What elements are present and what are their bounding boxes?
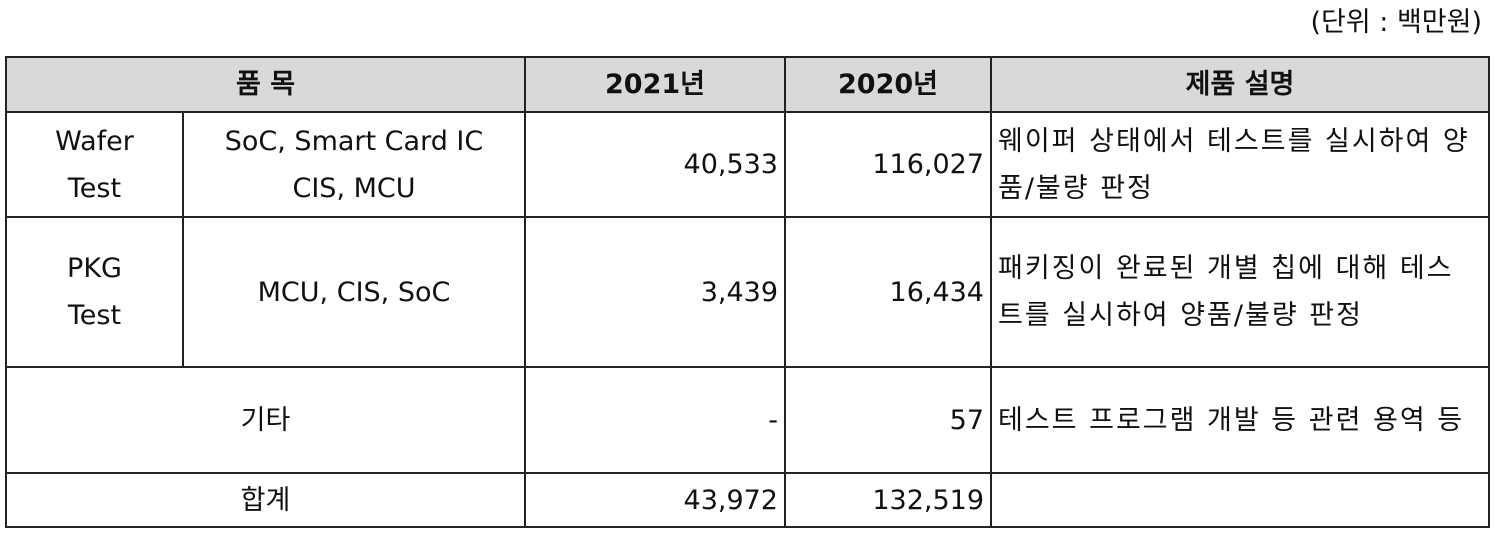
text: Test	[67, 300, 122, 331]
items-cell: SoC, Smart Card IC CIS, MCU	[182, 111, 526, 218]
header-row: 품 목 2021년 2020년 제품 설명	[5, 56, 1490, 113]
text: CIS, MCU	[292, 172, 416, 204]
value-cell: -	[524, 366, 786, 474]
text: PKG	[67, 253, 122, 284]
product-table: 품 목 2021년 2020년 제품 설명 Wafer Test SoC, Sma…	[5, 56, 1490, 528]
header-cell: 제품 설명	[990, 56, 1490, 113]
value-cell: 116,027	[784, 111, 992, 218]
text: SoC, Smart Card IC	[224, 125, 484, 157]
group-cell: PKG Test	[5, 216, 184, 368]
row: PKG Test MCU, CIS, SoC 3,439 16,434 패키징이 …	[5, 216, 1490, 368]
label-cell: 기타	[5, 366, 526, 474]
text: Test	[67, 172, 122, 204]
header-cell: 2020년	[784, 56, 992, 113]
value-cell: 57	[784, 366, 992, 474]
row: 기타 - 57 테스트 프로그램 개발 등 관련 용역 등	[5, 366, 1490, 474]
value-cell: 40,533	[524, 111, 786, 218]
header-cell: 품 목	[5, 56, 526, 113]
description-cell: 테스트 프로그램 개발 등 관련 용역 등	[990, 366, 1490, 474]
group-cell: Wafer Test	[5, 111, 184, 218]
value-cell: 132,519	[784, 472, 992, 528]
unit-note: (단위 : 백만원)	[1310, 7, 1482, 38]
description-cell: 웨이퍼 상태에서 테스트를 실시하여 양품/불량 판정	[990, 111, 1490, 218]
label-cell: 합계	[5, 472, 526, 528]
value-cell: 16,434	[784, 216, 992, 368]
total-row: 합계 43,972 132,519	[5, 472, 1490, 528]
header-cell: 2021년	[524, 56, 786, 113]
empty-cell	[990, 472, 1490, 528]
value-cell: 43,972	[524, 472, 786, 528]
description-cell: 패키징이 완료된 개별 칩에 대해 테스트를 실시하여 양품/불량 판정	[990, 216, 1490, 368]
text: MCU, CIS, SoC	[257, 276, 451, 308]
text: Wafer	[55, 125, 134, 157]
value-cell: 3,439	[524, 216, 786, 368]
row: Wafer Test SoC, Smart Card IC CIS, MCU 40,…	[5, 111, 1490, 218]
items-cell: MCU, CIS, SoC	[182, 216, 526, 368]
